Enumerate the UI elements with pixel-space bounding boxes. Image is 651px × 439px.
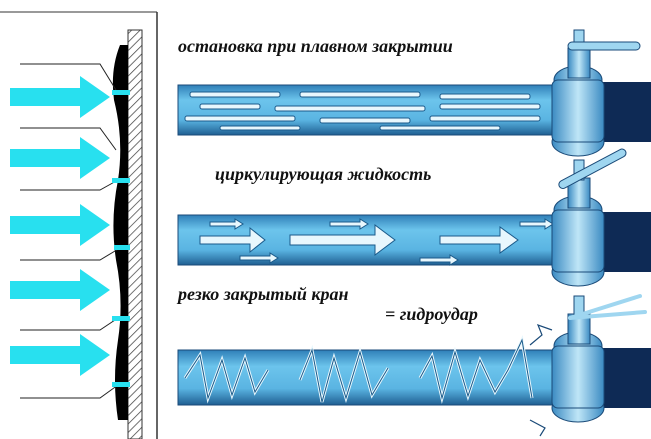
pipe-slow-part-part — [199, 103, 261, 110]
pipe-circulating-part-part — [519, 218, 554, 230]
wall-markers — [112, 90, 130, 387]
pipe-slow-part — [184, 91, 541, 131]
wall-panel-part — [112, 45, 128, 420]
pipe-circulating-part-part — [239, 252, 279, 264]
pipe-hammer-part — [529, 323, 553, 437]
pipe-slow-part — [567, 41, 641, 51]
caption: = гидроудар — [385, 304, 478, 324]
pipe-hammer-part-part — [568, 294, 642, 320]
pipe-circulating-part-part — [199, 226, 266, 254]
pipe-circulating-part — [199, 218, 554, 266]
pipe-slow-part-part — [429, 115, 541, 122]
leader-lines-part — [20, 179, 119, 191]
wall-markers-part — [112, 382, 130, 387]
leader-lines — [20, 63, 121, 399]
pipe-slow-part-part — [319, 117, 411, 124]
pipe-slow-part-part — [189, 91, 281, 98]
wall-markers-part — [112, 90, 130, 95]
wall-panel — [0, 11, 158, 439]
pipe-hammer — [177, 294, 651, 437]
wall-markers-part — [114, 245, 130, 250]
pipe-hammer-part-part — [184, 353, 269, 400]
pipe-circulating-part-part — [329, 218, 369, 230]
pressure-arrows-part — [10, 269, 110, 311]
caption: остановка при плавном закрытии — [178, 36, 453, 56]
pipe-hammer-part-part — [299, 348, 389, 403]
pipe-circulating-part-part — [289, 224, 396, 256]
leader-lines-part — [20, 63, 117, 91]
pipe-hammer-part — [568, 294, 647, 320]
pipe-hammer-part-part — [568, 310, 647, 320]
pipe-circulating — [177, 148, 651, 287]
leader-lines-part — [20, 247, 121, 261]
pipe-hammer-part-part — [529, 419, 546, 437]
pipe-hammer-part-part — [419, 338, 533, 400]
pipe-slow-part-part — [379, 125, 501, 131]
pipe-slow-part-part — [219, 125, 301, 131]
pipe-slow-part-part — [439, 93, 531, 100]
leader-lines-part — [20, 384, 119, 399]
pressure-arrows-part — [10, 137, 110, 179]
pipe-slow-part-part — [274, 105, 426, 112]
pressure-arrows-part — [10, 76, 110, 118]
wall-markers-part — [112, 316, 130, 321]
pipe-hammer-part — [184, 338, 533, 403]
pressure-arrows-part — [10, 204, 110, 246]
pipe-circulating-part-part — [209, 218, 244, 230]
pipe-hammer-part-part — [529, 323, 553, 346]
wall-panel-part — [127, 29, 143, 439]
wall-markers-part — [112, 178, 130, 183]
pipe-circulating-part — [558, 148, 627, 189]
leader-lines-part — [20, 317, 119, 331]
pipe-circulating-part-part — [439, 226, 519, 254]
pipe-slow-part-part — [184, 115, 296, 122]
leader-lines-part — [20, 127, 117, 151]
caption: резко закрытый кран — [176, 284, 348, 304]
pipe-slow — [177, 29, 651, 157]
pipe-slow-part-part — [299, 91, 421, 98]
pipe-slow-part-part — [439, 103, 541, 110]
pressure-arrows-part — [10, 334, 110, 376]
pressure-arrows — [10, 76, 110, 376]
pipe-circulating-part-part — [419, 254, 459, 266]
caption: циркулирующая жидкость — [215, 164, 431, 184]
